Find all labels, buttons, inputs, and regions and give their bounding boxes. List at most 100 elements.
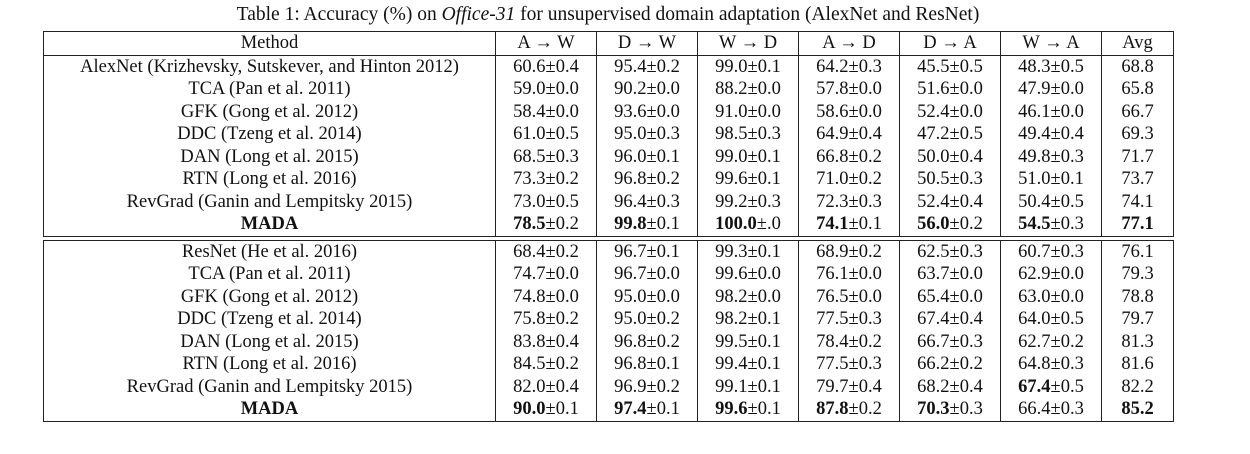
accuracy-cell: 50.5±0.3 bbox=[899, 168, 1001, 191]
accuracy-std: ±0.0 bbox=[1050, 101, 1084, 122]
accuracy-std: ±.0 bbox=[756, 214, 781, 234]
accuracy-cell: 96.8±0.2 bbox=[596, 168, 698, 191]
accuracy-mean: 68.9 bbox=[816, 241, 849, 262]
accuracy-cell: 48.3±0.5 bbox=[1000, 54, 1102, 78]
accuracy-mean: 96.8 bbox=[614, 331, 647, 352]
accuracy-cell: 62.9±0.0 bbox=[1000, 263, 1102, 286]
accuracy-cell: 75.8±0.2 bbox=[495, 308, 597, 331]
accuracy-mean: 68.4 bbox=[513, 241, 546, 262]
header-d-a: D → A bbox=[899, 31, 1001, 56]
accuracy-cell: 68.2±0.4 bbox=[899, 375, 1001, 398]
accuracy-mean: 96.4 bbox=[614, 191, 647, 212]
accuracy-std: ±0.2 bbox=[646, 56, 680, 77]
accuracy-std: ±0.2 bbox=[646, 309, 680, 329]
accuracy-cell: 96.0±0.1 bbox=[596, 145, 698, 168]
accuracy-std: ±0.1 bbox=[747, 169, 781, 189]
accuracy-cell: 60.7±0.3 bbox=[1000, 239, 1102, 263]
accuracy-std: ±0.2 bbox=[545, 309, 579, 329]
accuracy-mean: 100.0 bbox=[715, 214, 757, 234]
accuracy-cell: 96.8±0.2 bbox=[596, 330, 698, 353]
accuracy-mean: 99.4 bbox=[715, 354, 748, 374]
accuracy-mean: 64.2 bbox=[816, 56, 849, 77]
method-cell: DAN (Long et al. 2015) bbox=[43, 330, 496, 353]
accuracy-mean: 76.1 bbox=[816, 264, 849, 284]
accuracy-std: ±0.0 bbox=[848, 101, 882, 122]
accuracy-mean: 66.8 bbox=[816, 146, 849, 167]
accuracy-cell: 99.6±0.1 bbox=[697, 398, 799, 422]
accuracy-cell: 99.0±0.1 bbox=[697, 145, 799, 168]
header-w-d: W → D bbox=[697, 31, 799, 56]
accuracy-cell: 99.1±0.1 bbox=[697, 375, 799, 398]
accuracy-std: ±0.0 bbox=[949, 101, 983, 122]
accuracy-cell: 93.6±0.0 bbox=[596, 100, 698, 123]
accuracy-std: ±0.2 bbox=[848, 399, 882, 419]
accuracy-cell: 54.5±0.3 bbox=[1000, 213, 1102, 237]
accuracy-cell: 56.0±0.2 bbox=[899, 213, 1001, 237]
accuracy-std: ±0.3 bbox=[747, 191, 781, 212]
accuracy-std: ±0.0 bbox=[545, 286, 579, 307]
accuracy-cell: 96.8±0.1 bbox=[596, 353, 698, 376]
accuracy-cell: 62.7±0.2 bbox=[1000, 330, 1102, 353]
accuracy-mean: 64.9 bbox=[816, 124, 849, 144]
accuracy-std: ±0.2 bbox=[545, 354, 579, 374]
header-w-a: W → A bbox=[1000, 31, 1102, 56]
accuracy-mean: 95.0 bbox=[614, 124, 647, 144]
method-cell: MADA bbox=[43, 398, 496, 422]
accuracy-std: ±0.1 bbox=[747, 376, 781, 397]
accuracy-cell: 90.2±0.0 bbox=[596, 78, 698, 101]
accuracy-std: ±0.0 bbox=[747, 79, 781, 99]
accuracy-std: ±0.3 bbox=[949, 331, 983, 352]
accuracy-std: ±0.5 bbox=[1050, 309, 1084, 329]
accuracy-std: ±0.0 bbox=[747, 286, 781, 307]
accuracy-cell: 74.8±0.0 bbox=[495, 285, 597, 308]
accuracy-cell: 50.0±0.4 bbox=[899, 145, 1001, 168]
accuracy-std: ±0.2 bbox=[646, 376, 680, 397]
accuracy-cell: 98.2±0.0 bbox=[697, 285, 799, 308]
accuracy-std: ±0.2 bbox=[545, 169, 579, 189]
table-row: TCA (Pan et al. 2011) 74.7±0.0 96.7±0.0 99.… bbox=[43, 263, 1174, 286]
table-caption: Table 1: Accuracy (%) on Office-31 for u… bbox=[0, 3, 1216, 27]
accuracy-mean: 96.7 bbox=[614, 241, 647, 262]
accuracy-mean: 99.6 bbox=[715, 169, 748, 189]
accuracy-cell: 96.9±0.2 bbox=[596, 375, 698, 398]
accuracy-cell: 74.7±0.0 bbox=[495, 263, 597, 286]
accuracy-std: ±0.1 bbox=[646, 146, 680, 167]
accuracy-std: ±0.3 bbox=[1050, 354, 1084, 374]
accuracy-std: ±0.2 bbox=[545, 241, 579, 262]
accuracy-mean: 63.0 bbox=[1018, 286, 1051, 307]
accuracy-mean: 99.5 bbox=[715, 331, 748, 352]
accuracy-std: ±0.5 bbox=[545, 191, 579, 212]
accuracy-mean: 98.2 bbox=[715, 309, 748, 329]
table-row: GFK (Gong et al. 2012) 74.8±0.0 95.0±0.0 98… bbox=[43, 285, 1174, 308]
accuracy-std: ±0.5 bbox=[1050, 376, 1084, 397]
method-cell: TCA (Pan et al. 2011) bbox=[43, 78, 496, 101]
accuracy-std: ±0.3 bbox=[1050, 146, 1084, 167]
accuracy-cell: 99.0±0.1 bbox=[697, 54, 799, 78]
accuracy-cell: 68.4±0.2 bbox=[495, 239, 597, 263]
accuracy-mean: 52.4 bbox=[917, 191, 950, 212]
accuracy-std: ±0.0 bbox=[646, 286, 680, 307]
accuracy-std: ±0.2 bbox=[1050, 331, 1084, 352]
accuracy-std: ±0.4 bbox=[848, 124, 882, 144]
accuracy-cell: 73.0±0.5 bbox=[495, 190, 597, 213]
avg-cell: 71.7 bbox=[1101, 145, 1174, 168]
accuracy-std: ±0.2 bbox=[646, 169, 680, 189]
accuracy-mean: 96.7 bbox=[614, 264, 647, 284]
accuracy-mean: 97.4 bbox=[614, 399, 647, 419]
accuracy-cell: 64.0±0.5 bbox=[1000, 308, 1102, 331]
accuracy-cell: 59.0±0.0 bbox=[495, 78, 597, 101]
accuracy-cell: 50.4±0.5 bbox=[1000, 190, 1102, 213]
accuracy-mean: 98.5 bbox=[715, 124, 748, 144]
method-cell: DAN (Long et al. 2015) bbox=[43, 145, 496, 168]
accuracy-std: ±0.3 bbox=[747, 124, 781, 144]
table-row: RTN (Long et al. 2016) 73.3±0.2 96.8±0.2 99… bbox=[43, 168, 1174, 191]
accuracy-std: ±0.3 bbox=[1050, 241, 1084, 262]
method-cell: RevGrad (Ganin and Lempitsky 2015) bbox=[43, 375, 496, 398]
accuracy-mean: 72.3 bbox=[816, 191, 849, 212]
accuracy-std: ±0.5 bbox=[545, 124, 579, 144]
accuracy-std: ±0.1 bbox=[747, 56, 781, 77]
header-a-w: A → W bbox=[495, 31, 597, 56]
caption-dataset: Office-31 bbox=[441, 4, 516, 25]
table-row: DAN (Long et al. 2015) 68.5±0.3 96.0±0.1 99… bbox=[43, 145, 1174, 168]
accuracy-cell: 64.2±0.3 bbox=[798, 54, 900, 78]
